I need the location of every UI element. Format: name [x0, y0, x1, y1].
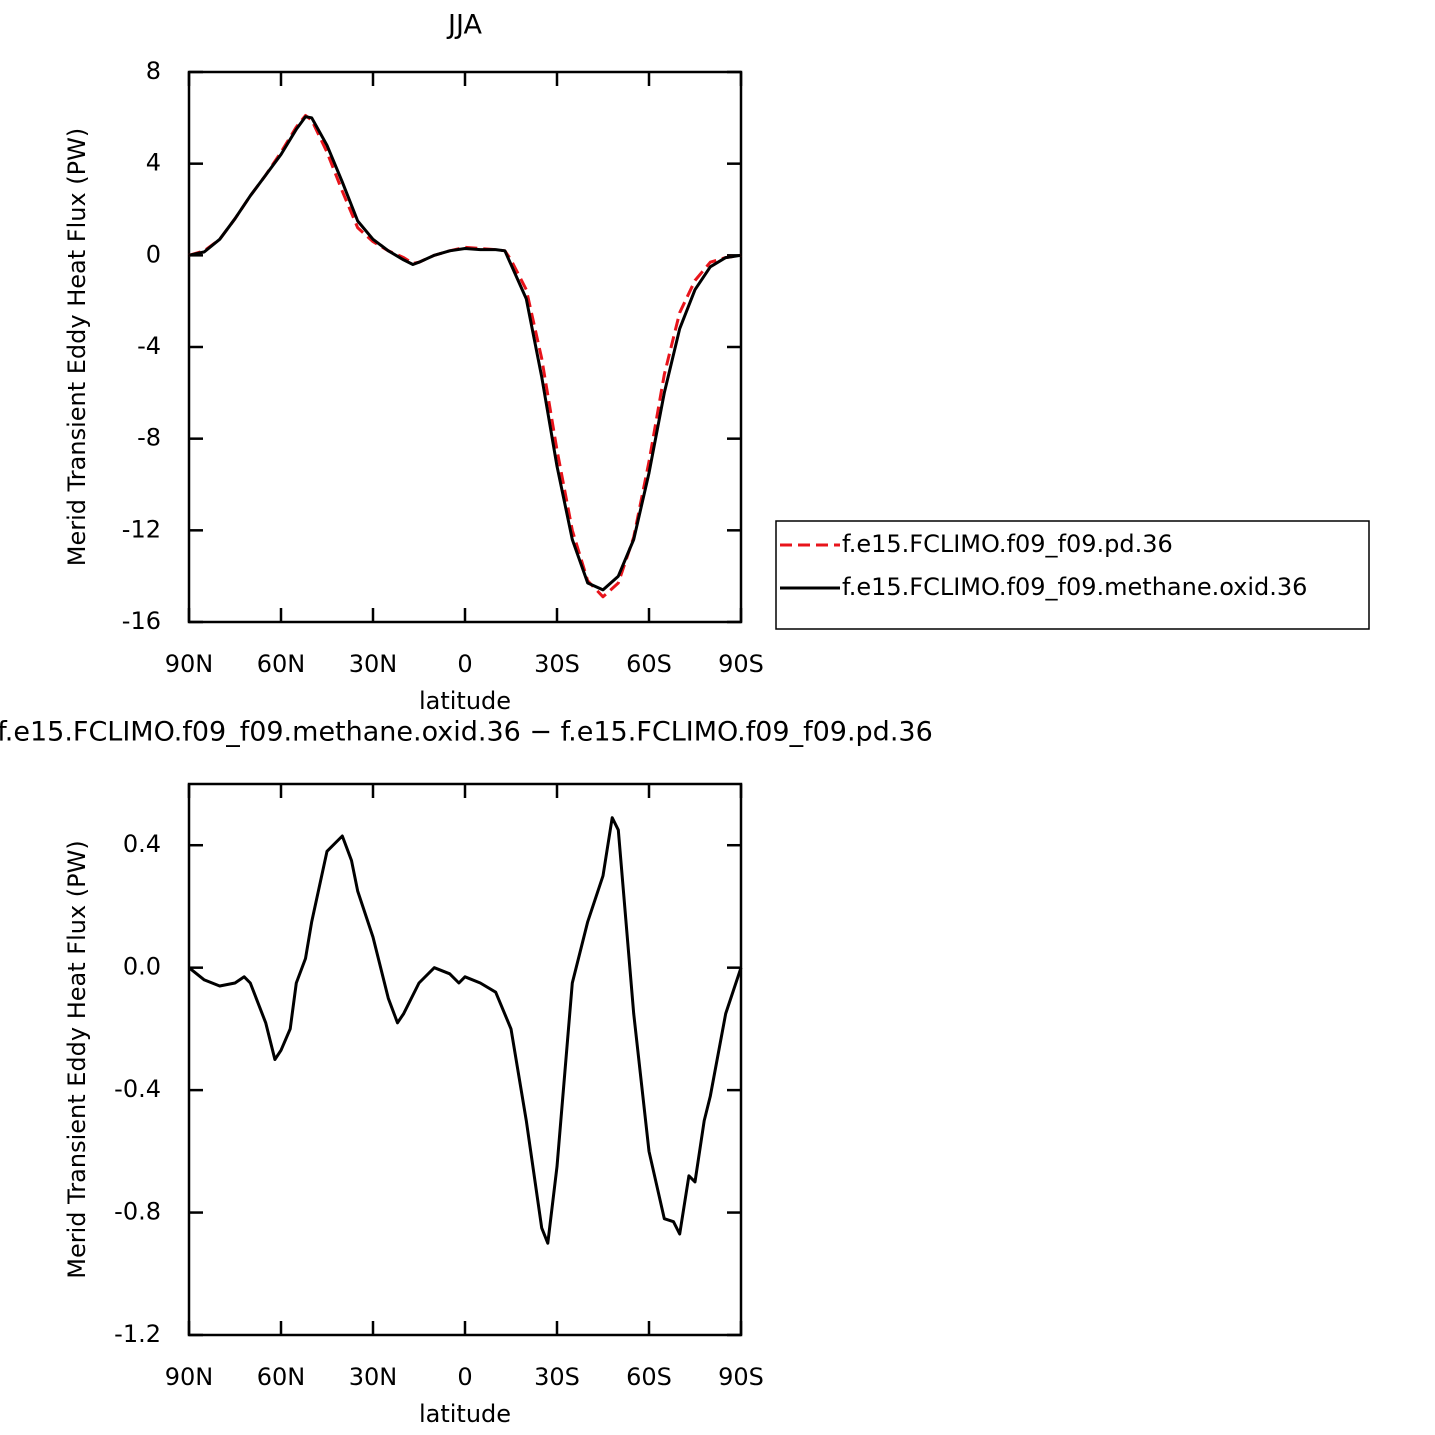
data-line	[188, 816, 743, 1245]
x-tick-label: 90N	[165, 1363, 214, 1391]
legend-label: f.e15.FCLIMO.f09_f09.pd.36	[842, 530, 1173, 558]
x-tick-label: 30N	[349, 1363, 398, 1391]
x-tick-label: 30N	[349, 650, 398, 678]
y-tick-label: 8	[146, 57, 161, 85]
plot-frame	[187, 782, 743, 1337]
x-axis-label: latitude	[419, 1400, 511, 1428]
plot-frame	[187, 70, 743, 624]
legend-box	[775, 520, 1370, 630]
chart-title: f.e15.FCLIMO.f09_f09.methane.oxid.36 − f…	[0, 717, 933, 748]
y-tick-label: 0.0	[123, 953, 161, 981]
y-tick-label: 4	[146, 149, 161, 177]
y-tick-label: -0.8	[114, 1198, 161, 1226]
y-tick-label: -8	[137, 424, 161, 452]
x-tick-label: 90S	[718, 650, 764, 678]
x-tick-label: 30S	[534, 1363, 580, 1391]
y-tick-label: -16	[122, 607, 161, 635]
x-tick-label: 60S	[626, 650, 672, 678]
x-tick-label: 0	[457, 1363, 472, 1391]
x-tick-label: 60N	[257, 650, 306, 678]
x-tick-label: 0	[457, 650, 472, 678]
legend-label: f.e15.FCLIMO.f09_f09.methane.oxid.36	[842, 573, 1307, 601]
data-line	[188, 115, 742, 592]
y-tick-label: 0	[146, 240, 161, 268]
chart-title: JJA	[446, 10, 482, 41]
y-tick-label: -12	[122, 515, 161, 543]
y-tick-label: -1.2	[114, 1320, 161, 1348]
y-tick-label: -4	[137, 332, 161, 360]
y-tick-label: -0.4	[114, 1075, 161, 1103]
x-tick-label: 60S	[626, 1363, 672, 1391]
x-tick-label: 90S	[718, 1363, 764, 1391]
y-axis-label: Merid Transient Eddy Heat Flux (PW)	[63, 840, 91, 1278]
x-axis-label: latitude	[419, 687, 511, 715]
y-axis-label: Merid Transient Eddy Heat Flux (PW)	[63, 128, 91, 566]
x-tick-label: 90N	[165, 650, 214, 678]
x-tick-label: 60N	[257, 1363, 306, 1391]
y-tick-label: 0.4	[123, 830, 161, 858]
x-tick-label: 30S	[534, 650, 580, 678]
data-line	[188, 114, 742, 599]
